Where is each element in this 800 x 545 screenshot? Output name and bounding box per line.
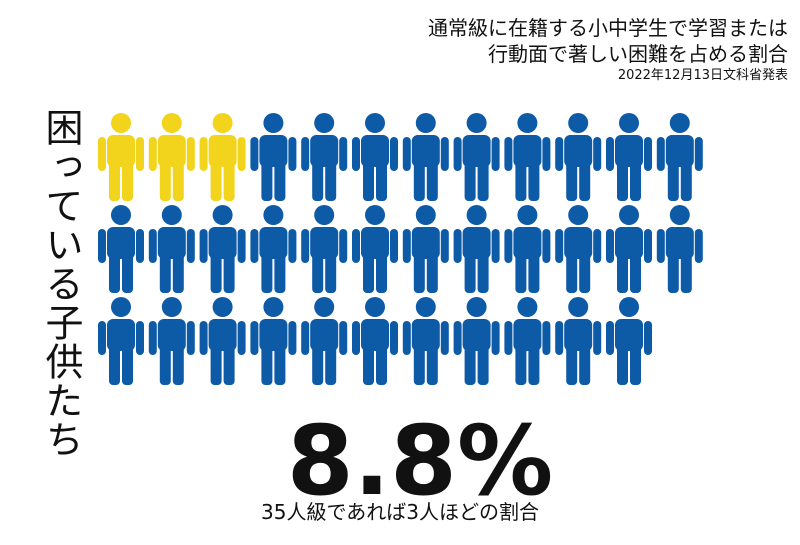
title-line: 通常級に在籍する小中学生で学習または [428, 16, 788, 40]
person [453, 113, 500, 201]
person [250, 205, 297, 293]
side-label: 困っている子供たち [39, 108, 83, 459]
person [98, 205, 144, 293]
person [250, 297, 297, 385]
headline: 8.8% [286, 405, 554, 517]
person [199, 297, 246, 385]
person [656, 205, 703, 293]
person [453, 297, 500, 385]
person [352, 113, 398, 201]
highlighted-person [148, 113, 195, 201]
person [402, 297, 449, 385]
source: 2022年12月13日文科省発表 [617, 68, 788, 83]
person [352, 205, 398, 293]
person [250, 113, 297, 201]
person [555, 297, 602, 385]
person [301, 297, 348, 385]
person [606, 297, 652, 385]
person [606, 113, 652, 201]
person [606, 205, 652, 293]
caption: 35人級であれば3人ほどの割合 [261, 500, 539, 524]
person [504, 205, 551, 293]
highlighted-person [199, 113, 246, 201]
person [402, 113, 449, 201]
person [504, 297, 551, 385]
person [301, 113, 348, 201]
person [301, 205, 348, 293]
person [148, 205, 195, 293]
pictogram [98, 113, 703, 385]
person [148, 297, 195, 385]
person [98, 297, 144, 385]
person [656, 113, 703, 201]
person [504, 113, 551, 201]
person [555, 205, 602, 293]
highlighted-person [98, 113, 144, 201]
person [402, 205, 449, 293]
person [453, 205, 500, 293]
person [555, 113, 602, 201]
title-line: 行動面で著しい困難を占める割合 [488, 42, 788, 66]
person [199, 205, 246, 293]
person [352, 297, 398, 385]
